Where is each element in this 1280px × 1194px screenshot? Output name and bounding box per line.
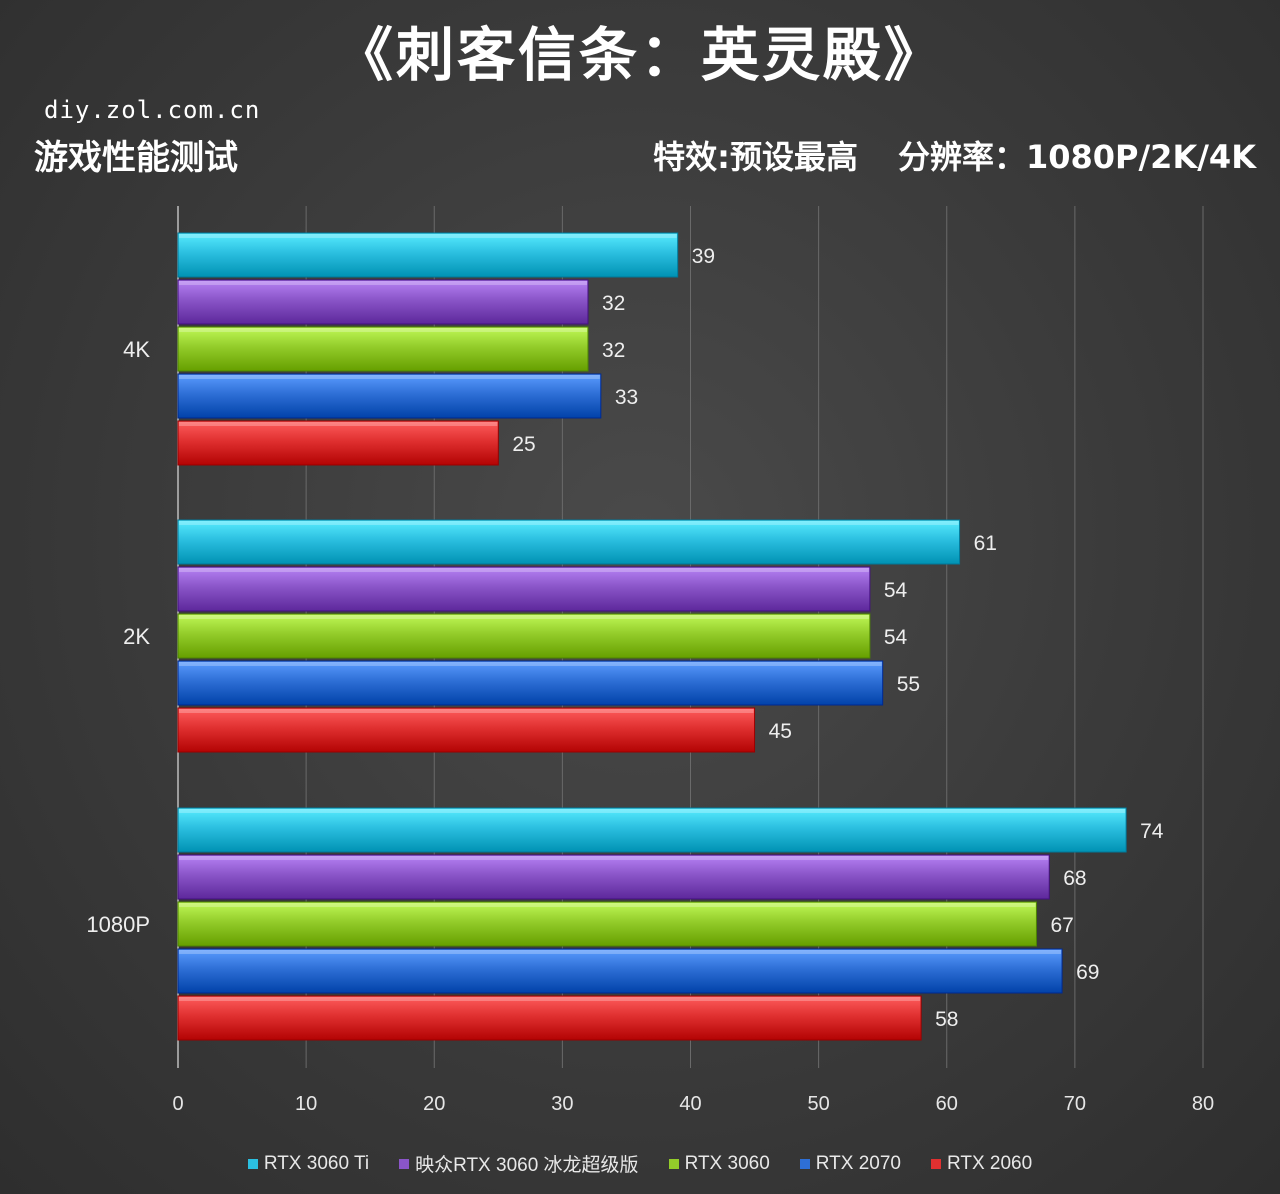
- bar-highlight: [179, 856, 1049, 860]
- legend-label: RTX 3060: [684, 1152, 770, 1174]
- bar: [177, 566, 871, 612]
- data-label: 68: [1063, 867, 1086, 890]
- chart-subtitle-right: 特效:预设最高 分辨率：1080P/2K/4K: [653, 132, 1256, 178]
- legend-label: RTX 3060 Ti: [263, 1152, 370, 1174]
- legend-label: 映众RTX 3060 冰龙超级版: [415, 1155, 639, 1176]
- legend-item: 映众RTX 3060 冰龙超级版: [399, 1150, 639, 1177]
- bar-highlight: [179, 521, 959, 525]
- bar-highlight: [179, 328, 587, 332]
- bar: [177, 279, 589, 325]
- bar-highlight: [179, 709, 754, 713]
- legend-item: RTX 3060: [668, 1150, 770, 1177]
- data-label: 39: [692, 245, 715, 268]
- resolution-label: 分辨率：1080P/2K/4K: [897, 138, 1256, 176]
- x-tick-label: 40: [679, 1093, 701, 1115]
- data-label: 69: [1076, 961, 1099, 984]
- bar: [177, 232, 679, 278]
- bar: [177, 948, 1063, 994]
- bar: [177, 420, 499, 466]
- chart-title: 《刺客信条：英灵殿》: [334, 21, 945, 89]
- bar: [177, 901, 1037, 947]
- legend-item: RTX 2070: [799, 1150, 901, 1177]
- legend-swatch: [247, 1158, 258, 1169]
- data-label: 25: [512, 433, 535, 456]
- x-tick-label: 30: [551, 1093, 573, 1115]
- legend-swatch: [399, 1158, 410, 1169]
- bar: [177, 807, 1127, 853]
- x-tick-label: 70: [1064, 1093, 1086, 1115]
- data-label: 33: [615, 386, 638, 409]
- bar-highlight: [179, 234, 677, 238]
- bar-highlight: [179, 809, 1126, 813]
- bar: [177, 660, 884, 706]
- bar: [177, 326, 589, 372]
- data-label: 45: [769, 720, 792, 743]
- bar-highlight: [179, 662, 882, 666]
- bar: [177, 707, 756, 753]
- data-label: 54: [884, 579, 908, 602]
- chart-subtitle-left: 游戏性能测试: [34, 138, 238, 178]
- bar-highlight: [179, 375, 600, 379]
- x-tick-label: 0: [172, 1093, 183, 1115]
- legend-item: RTX 3060 Ti: [247, 1150, 370, 1177]
- legend-label: RTX 2060: [946, 1152, 1033, 1174]
- labels: 0 10 20 30 40 50 60 70 80 4K 39 32 32 33 25 2K 61 54 54 55 4…: [86, 245, 1214, 1115]
- y-category-label: 4K: [123, 337, 150, 362]
- data-label: 58: [935, 1008, 958, 1031]
- bars: [177, 232, 1127, 1041]
- effect-setting-label: 特效:预设最高: [653, 138, 858, 176]
- x-tick-label: 60: [936, 1093, 958, 1115]
- data-label: 67: [1050, 914, 1073, 937]
- data-label: 61: [974, 532, 997, 555]
- bar-highlight: [179, 422, 498, 426]
- bar: [177, 613, 871, 659]
- bar-highlight: [179, 950, 1062, 954]
- legend-swatch: [668, 1158, 679, 1169]
- data-label: 32: [602, 339, 625, 362]
- bar: [177, 995, 922, 1041]
- data-label: 55: [897, 673, 920, 696]
- data-label: 74: [1140, 820, 1164, 843]
- x-tick-label: 50: [808, 1093, 830, 1115]
- legend-item: RTX 2060: [930, 1150, 1033, 1177]
- bar: [177, 854, 1050, 900]
- y-category-label: 2K: [123, 624, 150, 649]
- bar: [177, 373, 602, 419]
- bar-highlight: [179, 568, 869, 572]
- legend-swatch: [799, 1158, 810, 1169]
- bar-highlight: [179, 903, 1036, 907]
- data-label: 54: [884, 626, 908, 649]
- bar-highlight: [179, 615, 869, 619]
- legend-swatch: [930, 1158, 941, 1169]
- bar-highlight: [179, 281, 587, 285]
- x-tick-label: 80: [1192, 1093, 1214, 1115]
- y-category-label: 1080P: [86, 912, 150, 937]
- data-label: 32: [602, 292, 625, 315]
- legend-label: RTX 2070: [815, 1152, 901, 1174]
- bar-highlight: [179, 997, 921, 1001]
- bar: [177, 519, 961, 565]
- site-url: diy.zol.com.cn: [44, 96, 261, 124]
- legend: RTX 3060 Ti 映众RTX 3060 冰龙超级版 RTX 3060 RTX 2…: [0, 1150, 1280, 1177]
- x-tick-label: 20: [423, 1093, 445, 1115]
- x-tick-label: 10: [295, 1093, 317, 1115]
